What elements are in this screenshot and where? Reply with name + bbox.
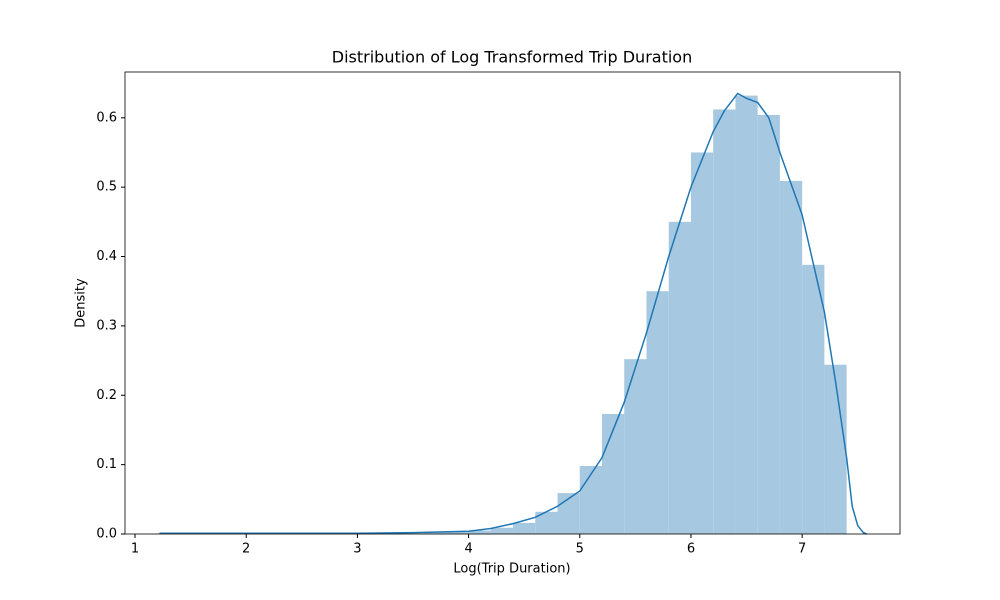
- histogram-bar: [468, 530, 491, 534]
- y-tick-label: 0.4: [96, 249, 117, 264]
- y-tick-label: 0.6: [96, 110, 117, 125]
- x-tick-label: 2: [242, 542, 250, 557]
- histogram-bar: [824, 364, 847, 534]
- x-tick-label: 5: [576, 542, 584, 557]
- histogram-bar: [668, 221, 691, 535]
- y-tick-label: 0.2: [96, 388, 117, 403]
- histogram-bar: [513, 522, 536, 534]
- kde-line: [159, 92, 867, 535]
- x-tick-label: 4: [464, 542, 472, 557]
- y-tick-label: 0.5: [96, 180, 117, 195]
- histogram-bar: [624, 359, 647, 534]
- histogram-bar: [802, 264, 825, 534]
- histogram-bar: [646, 291, 669, 534]
- chart-title: Distribution of Log Transformed Trip Dur…: [332, 48, 692, 67]
- x-axis-label: Log(Trip Duration): [453, 562, 570, 577]
- histogram-bar: [779, 180, 803, 534]
- histogram-bar: [535, 511, 558, 534]
- x-tick-label: 3: [353, 542, 361, 557]
- x-tick-label: 7: [798, 542, 806, 557]
- histogram-bar: [735, 95, 758, 535]
- histogram-bar: [602, 413, 625, 534]
- histogram-bar: [713, 109, 736, 534]
- histogram-bar: [446, 531, 469, 534]
- y-tick-label: 0.3: [96, 318, 117, 333]
- histogram-bar: [579, 466, 603, 534]
- y-tick-label: 0.1: [96, 457, 117, 472]
- x-tick-label: 1: [131, 542, 139, 557]
- histogram-bar: [690, 152, 714, 534]
- histogram-bar: [490, 527, 514, 534]
- y-axis-label: Density: [74, 278, 89, 328]
- histogram-bar: [424, 532, 447, 534]
- y-tick-label: 0.0: [96, 527, 117, 542]
- x-tick-label: 6: [687, 542, 695, 557]
- plot-frame: [124, 71, 901, 535]
- histogram-bar: [757, 115, 780, 535]
